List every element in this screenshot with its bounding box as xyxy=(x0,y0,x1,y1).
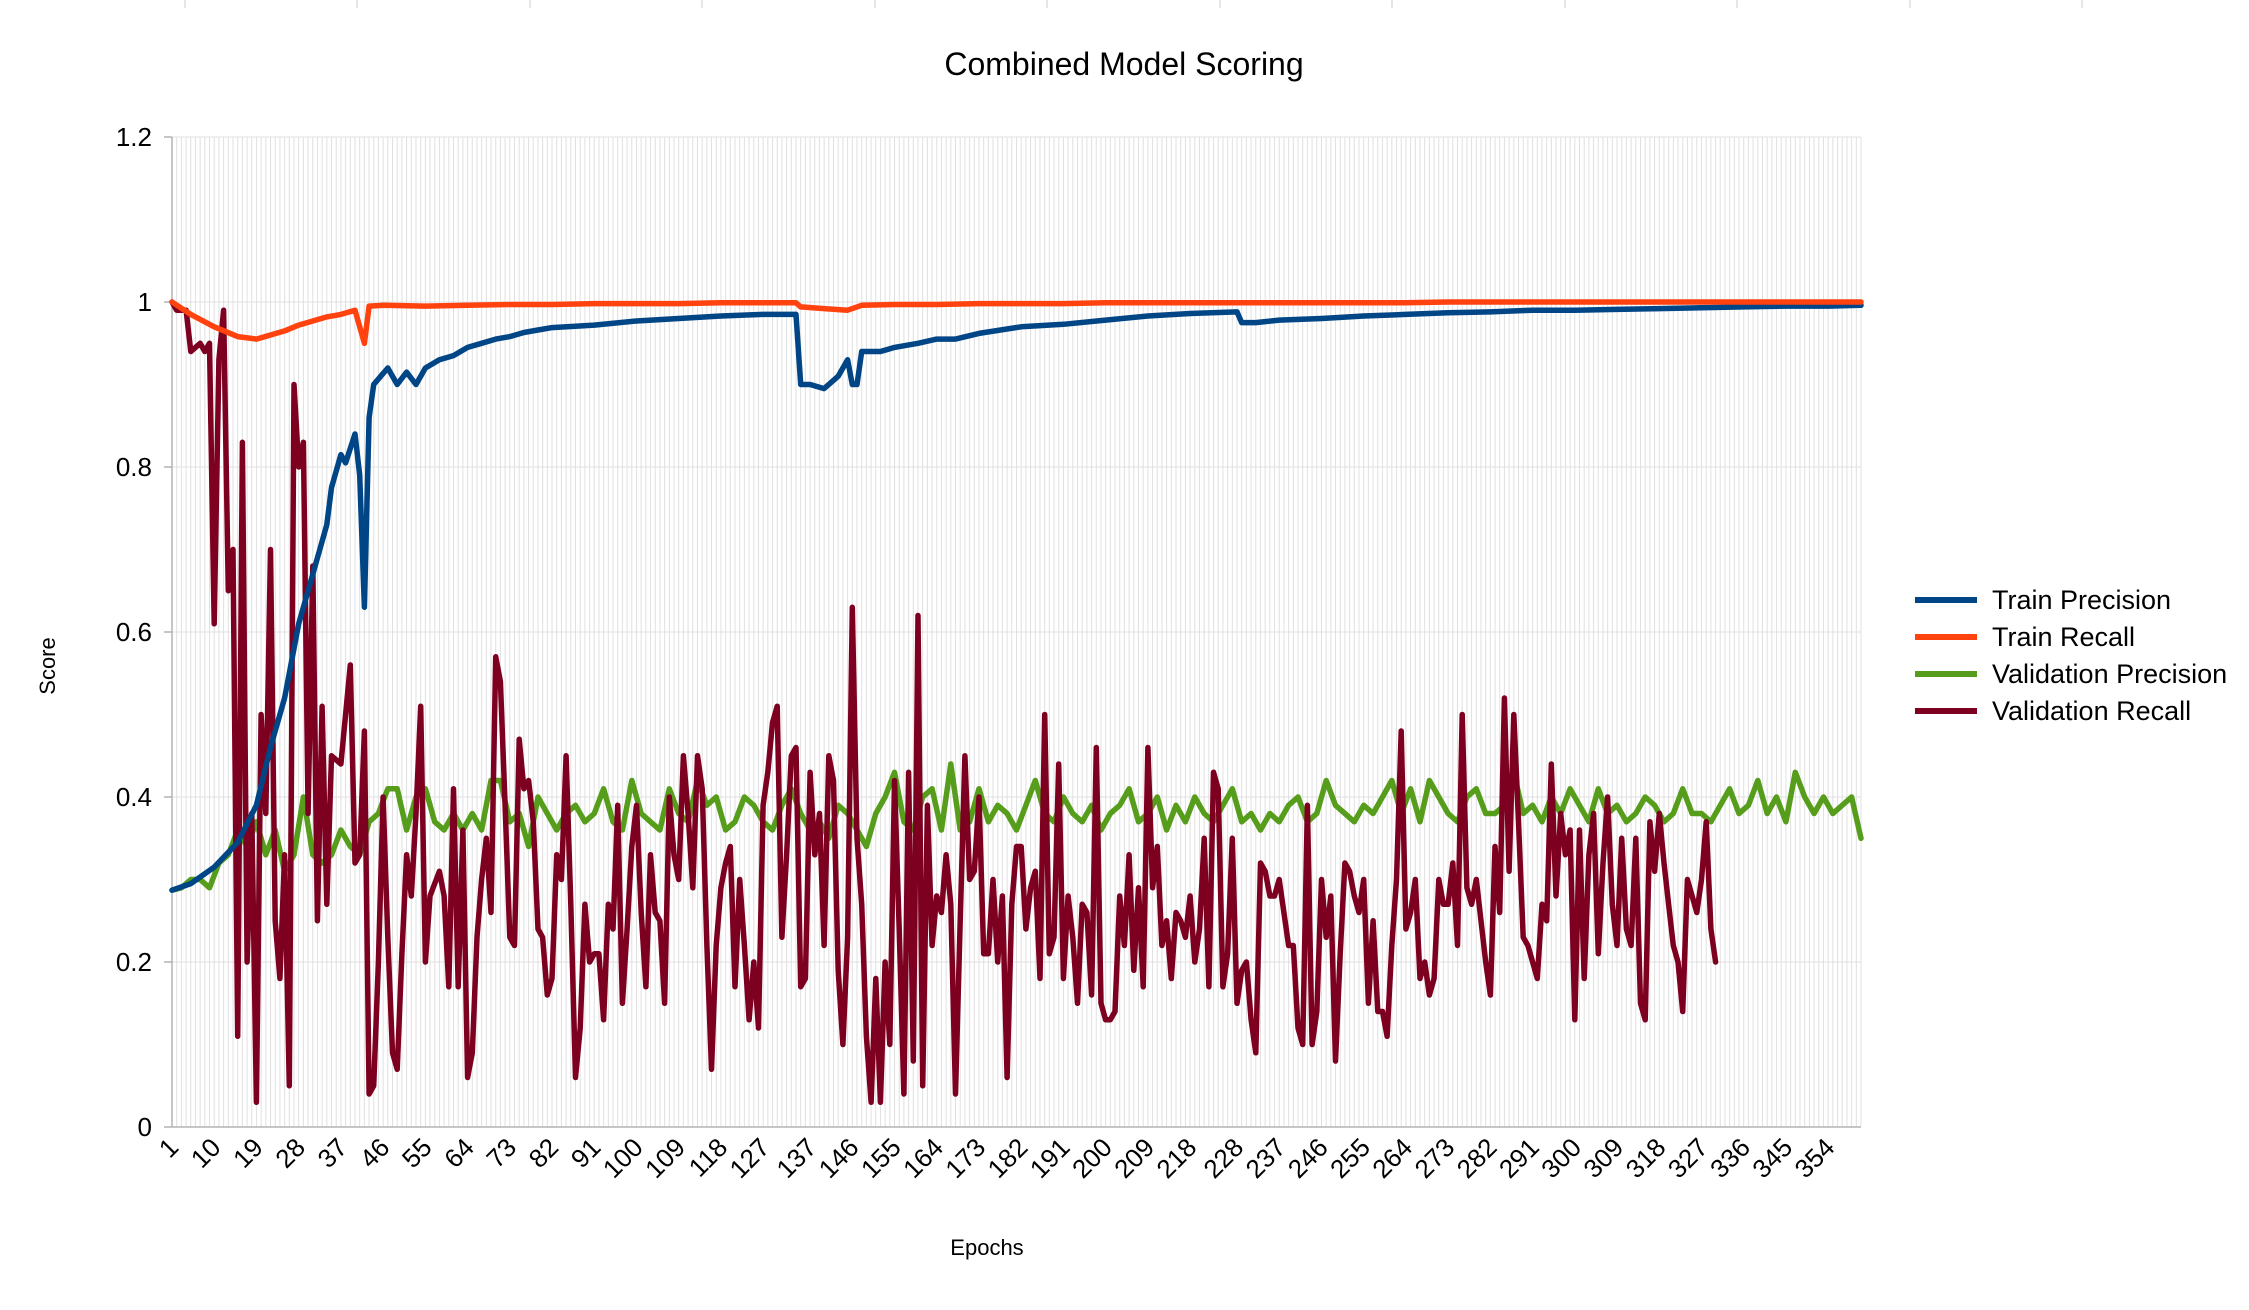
x-tick-label: 137 xyxy=(770,1132,822,1184)
x-tick-label: 164 xyxy=(897,1132,949,1184)
x-tick-label: 273 xyxy=(1408,1132,1460,1184)
y-tick-label: 0.8 xyxy=(116,452,152,482)
x-tick-label: 327 xyxy=(1662,1132,1714,1184)
x-tick-label: 218 xyxy=(1150,1132,1202,1184)
x-tick-label: 173 xyxy=(939,1132,991,1184)
top-strip-partial-table xyxy=(184,0,2083,8)
x-tick-label: 155 xyxy=(855,1132,907,1184)
y-tick-label: 1 xyxy=(138,287,152,317)
x-tick-label: 82 xyxy=(523,1132,565,1174)
x-tick-label: 246 xyxy=(1282,1132,1334,1184)
x-tick-label: 209 xyxy=(1108,1132,1160,1184)
x-tick-label: 146 xyxy=(813,1132,865,1184)
x-tick-label: 100 xyxy=(597,1132,649,1184)
x-tick-label: 282 xyxy=(1451,1132,1503,1184)
x-tick-label: 28 xyxy=(269,1132,311,1174)
x-tick-label: 109 xyxy=(639,1132,691,1184)
series-line-validation-recall xyxy=(169,299,1719,1106)
x-tick-label: 118 xyxy=(683,1132,734,1183)
x-axis-label: Epochs xyxy=(950,1235,1023,1260)
x-tick-label: 10 xyxy=(185,1132,227,1174)
legend: Train Precision Train Recall Validation Pr… xyxy=(1915,585,2227,726)
y-tick-label: 0.4 xyxy=(116,782,152,812)
x-tick-label: 336 xyxy=(1704,1132,1756,1184)
x-tick-label: 228 xyxy=(1197,1132,1249,1184)
y-tick-label: 0 xyxy=(138,1112,152,1142)
x-tick-label: 64 xyxy=(438,1132,480,1174)
legend-label: Validation Recall xyxy=(1992,696,2191,726)
x-tick-label: 191 xyxy=(1024,1132,1076,1184)
x-tick-labels: 1 10 19 28 37 46 55 64 73 82 911001091181271371461… xyxy=(153,1132,1841,1184)
x-tick-label: 291 xyxy=(1493,1132,1545,1184)
x-tick-label: 318 xyxy=(1620,1132,1672,1184)
x-tick-label: 46 xyxy=(354,1132,396,1174)
x-tick-label: 309 xyxy=(1577,1132,1629,1184)
y-tick-labels: 0 0.2 0.4 0.6 0.8 1 1.2 xyxy=(116,122,152,1142)
x-tick-label: 73 xyxy=(480,1132,522,1174)
x-tick-label: 127 xyxy=(723,1132,775,1184)
x-tick-label: 345 xyxy=(1746,1132,1798,1184)
x-tick-label: 182 xyxy=(982,1132,1034,1184)
series-line-train-recall xyxy=(169,299,1864,347)
x-tick-label: 55 xyxy=(396,1132,438,1174)
x-tick-label: 19 xyxy=(227,1132,269,1174)
x-tick-label: 237 xyxy=(1240,1132,1292,1184)
chart-title: Combined Model Scoring xyxy=(944,46,1303,82)
series-line-train-precision xyxy=(169,302,1864,893)
x-tick-label: 300 xyxy=(1535,1132,1587,1184)
y-tick-label: 0.2 xyxy=(116,947,152,977)
x-tick-label: 1 xyxy=(153,1132,184,1163)
y-tick-label: 0.6 xyxy=(116,617,152,647)
legend-label: Train Recall xyxy=(1992,622,2135,652)
legend-label: Validation Precision xyxy=(1992,659,2227,689)
y-axis-label: Score xyxy=(35,637,60,694)
y-tick-label: 1.2 xyxy=(116,122,152,152)
legend-label: Train Precision xyxy=(1992,585,2171,615)
x-tick-label: 200 xyxy=(1066,1132,1118,1184)
x-tick-label: 37 xyxy=(311,1132,353,1174)
gridlines xyxy=(171,136,1862,1128)
x-tick-label: 354 xyxy=(1789,1132,1841,1184)
x-tick-label: 264 xyxy=(1366,1132,1418,1184)
x-tick-label: 255 xyxy=(1324,1132,1376,1184)
series-lines xyxy=(169,299,1864,1106)
